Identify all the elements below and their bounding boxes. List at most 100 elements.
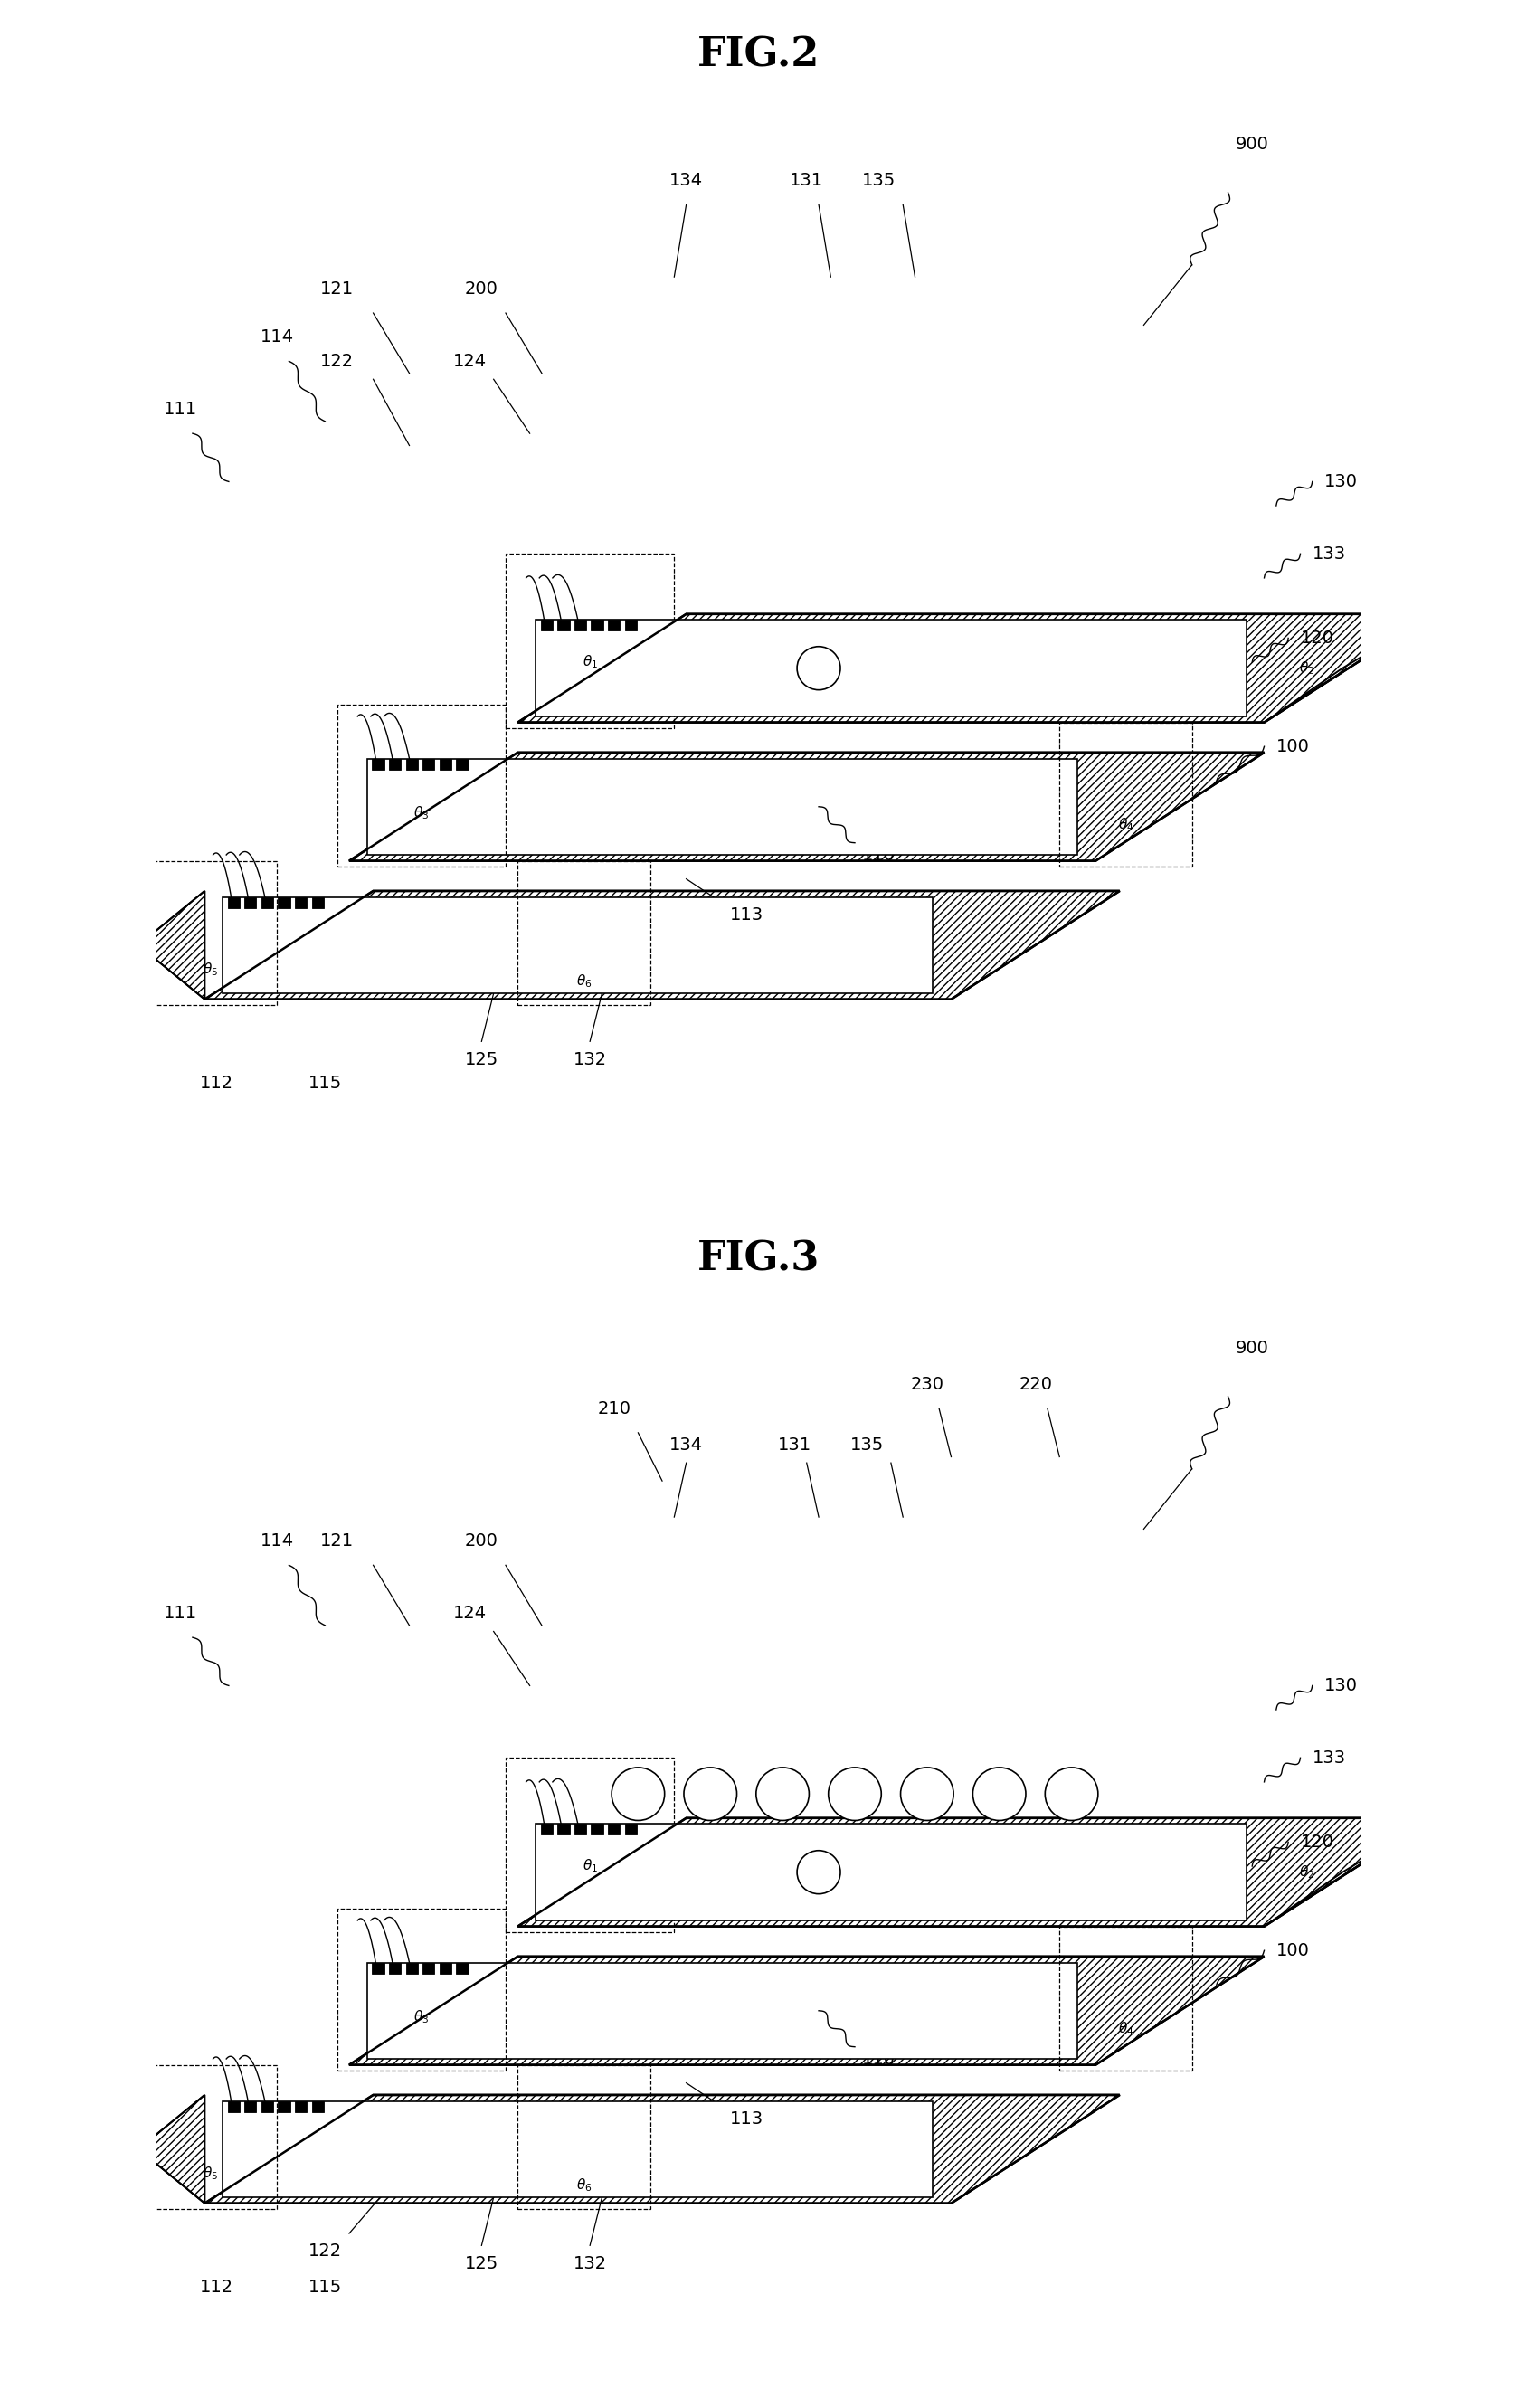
Bar [557,619,569,631]
Text: 110: 110 [862,845,895,864]
Circle shape [972,1767,1025,1820]
Bar [423,759,435,771]
Circle shape [684,1767,737,1820]
Text: 131: 131 [790,171,824,190]
Bar [505,554,674,727]
Bar [372,1963,384,1975]
Text: 125: 125 [464,2254,499,2273]
Text: 124: 124 [452,352,487,371]
Text: 125: 125 [464,1050,499,1069]
Text: 133: 133 [1312,544,1346,563]
Text: 135: 135 [862,171,895,190]
Bar [223,896,933,992]
Bar [278,896,290,908]
Text: $\theta_{4}$: $\theta_{4}$ [1118,2020,1133,2037]
Bar [440,1963,452,1975]
Text: $\theta_{2}$: $\theta_{2}$ [1299,1864,1314,1881]
Circle shape [796,1849,840,1893]
Bar [144,2064,278,2211]
Bar [367,759,1077,855]
Bar [592,1825,604,1835]
Text: $\theta_{6}$: $\theta_{6}$ [576,973,592,990]
Bar [337,1907,505,2071]
Bar [540,619,552,631]
Text: 122: 122 [320,352,353,371]
Bar [575,1825,587,1835]
Text: 112: 112 [200,2278,234,2297]
Text: 115: 115 [308,2278,341,2297]
Bar [223,2100,933,2196]
Bar [337,703,505,867]
Bar [144,860,278,1007]
Circle shape [1045,1767,1098,1820]
Text: 200: 200 [464,279,498,299]
Bar [457,759,469,771]
Text: 113: 113 [730,905,763,925]
Circle shape [901,1767,954,1820]
Text: 120: 120 [1300,628,1333,648]
Text: 120: 120 [1300,1832,1333,1852]
Bar [423,1963,435,1975]
Bar [575,619,587,631]
Text: 100: 100 [1276,1941,1309,1960]
Bar [440,759,452,771]
Bar [608,1825,620,1835]
Bar [261,2100,273,2112]
Text: 200: 200 [464,1531,498,1551]
Text: 115: 115 [308,1074,341,1093]
Bar [313,2100,323,2112]
Bar [625,1825,637,1835]
Circle shape [796,645,840,689]
Text: 132: 132 [573,1050,607,1069]
Text: 123: 123 [1127,689,1161,708]
Text: 900: 900 [1235,1339,1268,1358]
Text: 900: 900 [1235,135,1268,154]
Bar [313,896,323,908]
Bar [536,619,1245,718]
Bar [228,896,240,908]
Bar [372,759,384,771]
Bar [517,860,651,1007]
Text: 114: 114 [259,327,294,347]
Bar [261,896,273,908]
Circle shape [755,1767,809,1820]
Bar [536,1825,1245,1922]
Bar [244,896,256,908]
Text: 114: 114 [259,1531,294,1551]
Bar [557,1825,569,1835]
Text: $\theta_{1}$: $\theta_{1}$ [583,653,598,672]
Bar [517,2064,651,2211]
Text: FIG.3: FIG.3 [698,1240,819,1279]
Bar [505,1758,674,1931]
Text: $\theta_{4}$: $\theta_{4}$ [1118,816,1133,833]
Text: $\theta_{3}$: $\theta_{3}$ [414,804,429,821]
Text: 220: 220 [1019,1375,1053,1394]
Bar [1059,722,1192,867]
Text: 230: 230 [910,1375,944,1394]
Bar [608,619,620,631]
Text: $\theta_{5}$: $\theta_{5}$ [203,961,218,978]
Bar [367,1963,1077,2059]
Bar [540,1825,552,1835]
Text: 113: 113 [730,2109,763,2129]
Bar [228,2100,240,2112]
Text: 112: 112 [200,1074,234,1093]
Circle shape [828,1767,881,1820]
Circle shape [611,1767,664,1820]
Text: 131: 131 [778,1435,812,1454]
Bar [294,896,306,908]
Text: $\theta_{2}$: $\theta_{2}$ [1299,660,1314,677]
Bar [388,1963,400,1975]
Bar [1059,1926,1192,2071]
Text: 111: 111 [164,1604,197,1623]
Text: 121: 121 [320,1531,353,1551]
Text: 124: 124 [452,1604,487,1623]
Bar [294,2100,306,2112]
Text: $\theta_{5}$: $\theta_{5}$ [203,2165,218,2182]
Text: 132: 132 [573,2254,607,2273]
Bar [244,2100,256,2112]
Text: 133: 133 [1312,1748,1346,1767]
Text: 134: 134 [669,171,702,190]
Text: 122: 122 [308,2242,341,2261]
Bar [278,2100,290,2112]
